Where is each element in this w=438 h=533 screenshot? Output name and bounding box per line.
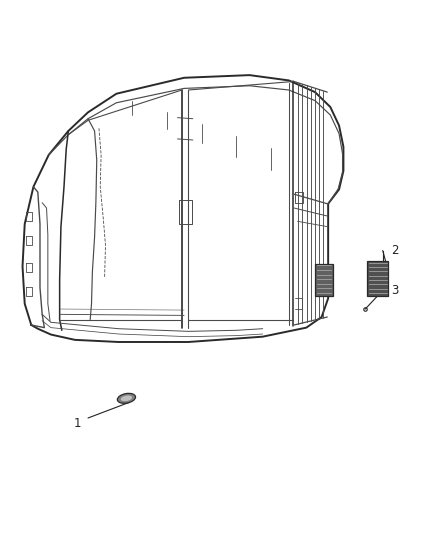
- FancyBboxPatch shape: [315, 264, 332, 296]
- Text: 3: 3: [392, 284, 399, 297]
- FancyBboxPatch shape: [367, 261, 389, 296]
- Ellipse shape: [121, 395, 132, 401]
- Text: 2: 2: [392, 244, 399, 257]
- Ellipse shape: [117, 393, 135, 403]
- Text: 1: 1: [73, 417, 81, 430]
